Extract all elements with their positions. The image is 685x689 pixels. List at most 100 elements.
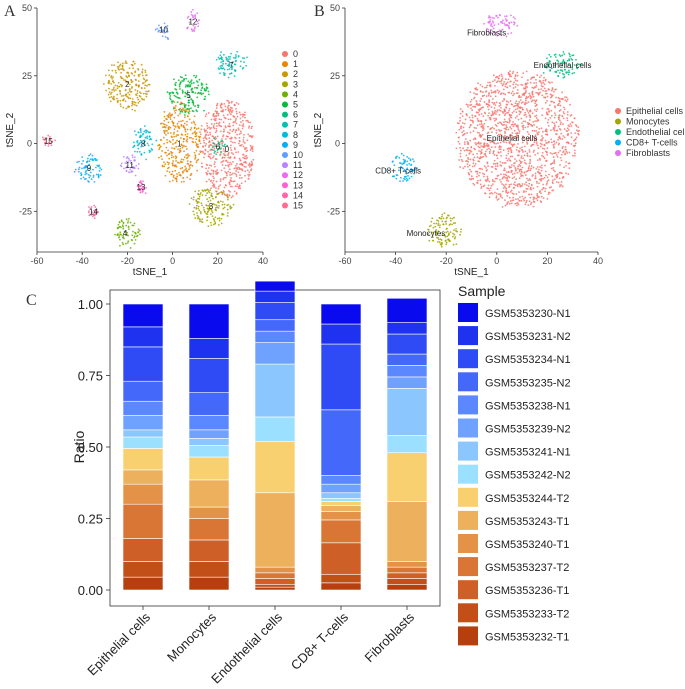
scatter-point [211,215,214,218]
scatter-point [483,22,485,25]
scatter-point [81,156,84,159]
scatter-point [504,15,506,18]
scatter-point [133,166,136,169]
scatter-point [41,136,44,139]
scatter-point [165,124,168,127]
scatter-point [488,152,491,155]
scatter-point [201,165,203,168]
scatter-point [192,101,195,104]
legend-label: Endothelial cells [626,127,685,137]
scatter-point [206,216,209,218]
scatter-point [235,129,237,132]
scatter-point [553,128,556,130]
scatter-point [229,171,232,174]
scatter-point [210,187,212,190]
scatter-point [200,128,203,131]
scatter-point [201,86,204,89]
scatter-point [483,165,486,168]
scatter-point [523,199,526,202]
scatter-point [496,162,499,165]
scatter-point [183,169,185,172]
scatter-point [513,23,515,26]
scatter-point [89,207,92,210]
scatter-point [251,135,254,138]
scatter-point [227,196,229,199]
scatter-point [225,172,228,175]
scatter-point [108,79,110,82]
scatter-point [578,63,581,66]
scatter-point [166,161,169,164]
scatter-point [401,163,404,166]
legend-swatch [458,534,478,553]
scatter-point [542,72,545,74]
scatter-point [500,180,502,183]
scatter-point [131,163,133,166]
scatter-point [88,163,91,166]
scatter-point [206,192,209,194]
scatter-point [134,70,137,73]
scatter-point [529,162,531,164]
scatter-point [217,201,220,204]
scatter-point [573,64,576,66]
scatter-point [479,100,482,102]
scatter-point [468,168,471,171]
scatter-point [556,59,559,62]
scatter-point [513,165,515,167]
scatter-point [173,147,176,150]
scatter-point [219,104,222,107]
scatter-point [142,187,145,190]
scatter-point [237,171,240,174]
scatter-point [535,104,538,107]
scatter-point [493,107,496,109]
scatter-point [449,217,452,220]
legend-label: 0 [293,49,298,59]
scatter-point [511,103,513,106]
scatter-point [145,79,147,82]
cluster-points [132,125,158,161]
scatter-point [222,62,224,65]
scatter-point [171,164,174,167]
scatter-point [141,68,144,71]
scatter-point [210,179,213,182]
scatter-point [205,133,208,136]
scatter-point [175,95,177,98]
scatter-point [563,136,566,139]
scatter-point [520,96,522,99]
bar-segment [254,586,296,591]
scatter-point [211,139,214,142]
scatter-point [188,136,191,139]
legend-label: 13 [293,180,303,190]
legend-label: GSM5353235-N2 [485,377,571,389]
scatter-point [203,156,205,159]
scatter-point [131,100,134,103]
scatter-point [169,95,172,97]
scatter-point [201,194,204,197]
scatter-point [482,146,484,148]
scatter-point [490,191,493,194]
scatter-point [473,164,476,167]
scatter-point [189,84,192,86]
scatter-point [226,99,228,102]
cluster-label: CD8+ T-cells [375,167,421,176]
scatter-point [487,16,490,19]
scatter-point [44,141,46,144]
scatter-point [480,113,483,115]
scatter-point [525,102,528,104]
scatter-point [205,89,207,92]
scatter-point [119,244,121,247]
scatter-point [537,171,540,173]
scatter-point [174,104,177,107]
scatter-point [503,127,506,130]
scatter-point [558,177,561,180]
scatter-point [119,63,122,66]
scatter-point [501,84,504,87]
scatter-point [454,236,457,238]
scatter-point [549,82,551,84]
scatter-point [233,190,236,193]
scatter-point [111,69,114,72]
scatter-point [207,208,210,210]
scatter-point [74,168,77,171]
scatter-point [434,231,437,234]
scatter-point [566,113,569,116]
scatter-point [187,111,190,114]
